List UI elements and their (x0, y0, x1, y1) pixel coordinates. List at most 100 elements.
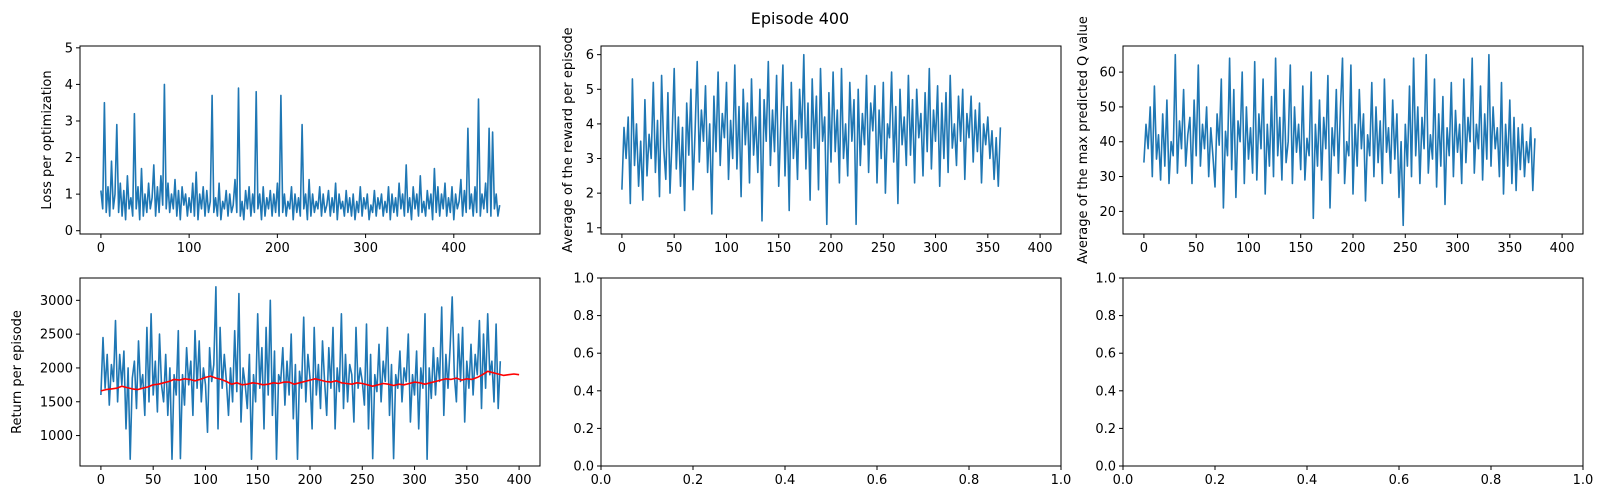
x-tick-label: 0.0 (591, 473, 612, 488)
axes-empty-1: 0.0 0.2 0.4 0.6 0.8 1.0 0.0 0.2 0.4 0.6 0.8 1.0 (573, 272, 1071, 489)
y-tick-label: 40 (1099, 135, 1116, 150)
x-tick-label: 0 (97, 241, 105, 256)
x-tick-label: 350 (454, 473, 479, 488)
x-tick-label: 350 (1497, 241, 1522, 256)
x-tick-label: 400 (507, 473, 532, 488)
y-tick-label: 1 (65, 188, 73, 203)
x-tick-label: 300 (923, 241, 948, 256)
x-tick-label: 400 (441, 241, 466, 256)
x-tick-label: 0.8 (959, 473, 980, 488)
y-tick-label: 0.0 (573, 460, 594, 475)
x-tick-label: 250 (1393, 241, 1418, 256)
x-tick-label: 200 (1341, 241, 1366, 256)
y-tick-label: 0.6 (573, 347, 594, 362)
y-tick-label: 1.0 (573, 272, 594, 287)
y-tick-label: 1.0 (1095, 272, 1116, 287)
y-axis-label: Average of the max predicted Q value (1076, 16, 1091, 264)
x-tick-label: 0.6 (867, 473, 888, 488)
y-tick-label: 30 (1099, 170, 1116, 185)
y-tick-label: 5 (586, 83, 594, 98)
axes-loss: 0 100 200 300 400 0 1 2 3 4 5 Loss per optimization (40, 41, 541, 256)
y-tick-label: 2000 (40, 361, 73, 376)
x-tick-label: 50 (1188, 241, 1205, 256)
x-tick-label: 0.2 (683, 473, 704, 488)
series-line-max-q (1143, 53, 1536, 227)
axes-frame (1122, 277, 1584, 467)
y-tick-label: 0.0 (1095, 460, 1116, 475)
x-tick-label: 300 (353, 241, 378, 256)
x-tick-label: 400 (1550, 241, 1575, 256)
axes-max-q: 0 50 100 150 200 250 300 350 400 20 30 40 50 60 Averag… (1076, 16, 1584, 264)
y-tick-label: 4 (65, 78, 73, 93)
y-tick-label: 0.4 (573, 384, 594, 399)
y-axis-label: Loss per optimization (40, 70, 55, 209)
axes-frame (600, 277, 1062, 467)
x-tick-label: 0.6 (1389, 473, 1410, 488)
x-tick-label: 1.0 (1573, 473, 1594, 488)
x-tick-label: 350 (975, 241, 1000, 256)
y-tick-label: 2500 (40, 328, 73, 343)
x-tick-label: 0.8 (1481, 473, 1502, 488)
y-tick-label: 3 (65, 114, 73, 129)
x-tick-label: 200 (298, 473, 323, 488)
x-tick-label: 100 (714, 241, 739, 256)
x-tick-label: 100 (177, 241, 202, 256)
x-tick-label: 100 (193, 473, 218, 488)
x-tick-label: 150 (245, 473, 270, 488)
y-tick-label: 1 (586, 221, 594, 236)
axes-return: 0 50 100 150 200 250 300 350 400 1000 1500 2000 2500… (10, 277, 541, 488)
x-tick-label: 50 (666, 241, 683, 256)
y-tick-label: 6 (586, 48, 594, 63)
x-tick-label: 50 (145, 473, 162, 488)
y-axis-label: Return per episode (10, 310, 25, 434)
y-tick-label: 0.6 (1095, 347, 1116, 362)
x-tick-label: 200 (265, 241, 290, 256)
x-tick-label: 200 (819, 241, 844, 256)
x-tick-label: 250 (350, 473, 375, 488)
x-tick-label: 250 (871, 241, 896, 256)
x-tick-label: 1.0 (1051, 473, 1072, 488)
x-tick-label: 150 (766, 241, 791, 256)
x-tick-label: 0.4 (1297, 473, 1318, 488)
y-tick-label: 5 (65, 41, 73, 56)
x-tick-label: 0.0 (1113, 473, 1134, 488)
y-tick-label: 0.2 (1095, 422, 1116, 437)
series-line-moving-average (100, 370, 520, 392)
series-line-loss (100, 83, 501, 221)
y-tick-label: 0.2 (573, 422, 594, 437)
y-tick-label: 0.8 (1095, 309, 1116, 324)
x-tick-label: 100 (1236, 241, 1261, 256)
y-tick-label: 60 (1099, 66, 1116, 81)
y-tick-label: 3 (586, 152, 594, 167)
y-tick-label: 1500 (40, 395, 73, 410)
axes-avg-reward: 0 50 100 150 200 250 300 350 400 1 2 3 4 5 6 Average of… (561, 27, 1062, 256)
y-tick-label: 0 (65, 224, 73, 239)
y-tick-label: 0.8 (573, 309, 594, 324)
y-tick-label: 4 (586, 117, 594, 132)
axes-empty-2: 0.0 0.2 0.4 0.6 0.8 1.0 0.0 0.2 0.4 0.6 0.8 1.0 (1095, 272, 1593, 489)
x-tick-label: 0.4 (775, 473, 796, 488)
x-tick-label: 0 (618, 241, 626, 256)
y-tick-label: 2 (65, 151, 73, 166)
series-line-avg-reward (621, 53, 1002, 226)
x-tick-label: 0 (1140, 241, 1148, 256)
y-tick-label: 3000 (40, 294, 73, 309)
y-tick-label: 0.4 (1095, 384, 1116, 399)
y-tick-label: 2 (586, 187, 594, 202)
series-line-return (100, 285, 502, 461)
axes-frame (79, 45, 541, 235)
y-axis-label: Average of the reward per episode (561, 27, 576, 252)
x-tick-label: 300 (402, 473, 427, 488)
y-tick-label: 20 (1099, 205, 1116, 220)
x-tick-label: 0 (97, 473, 105, 488)
x-tick-label: 400 (1028, 241, 1053, 256)
figure-title: Episode 400 (751, 9, 849, 28)
x-tick-label: 300 (1445, 241, 1470, 256)
x-tick-label: 150 (1288, 241, 1313, 256)
y-tick-label: 1000 (40, 429, 73, 444)
y-tick-label: 50 (1099, 100, 1116, 115)
x-tick-label: 0.2 (1205, 473, 1226, 488)
